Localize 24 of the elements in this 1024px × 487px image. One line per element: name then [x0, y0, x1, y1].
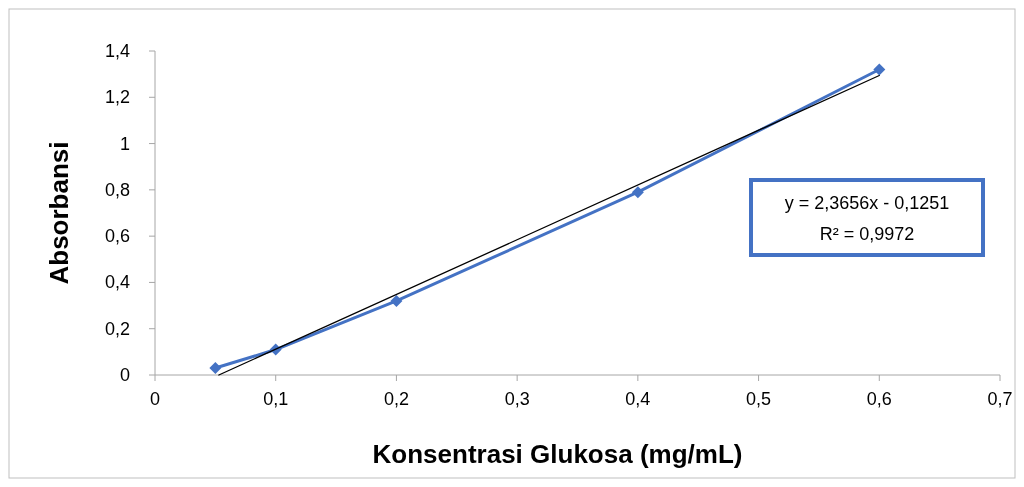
x-tick-label: 0,7: [987, 389, 1013, 409]
x-tick-label: 0,4: [625, 389, 651, 409]
y-axis-title: Absorbansi: [44, 141, 74, 285]
x-tick-label: 0,3: [504, 389, 530, 409]
y-tick-label: 1,2: [104, 87, 130, 108]
x-tick-label: 0,5: [746, 389, 772, 409]
annotation: y = 2,3656x - 0,1251: [784, 193, 950, 213]
x-tick-label: 0,6: [866, 389, 892, 409]
y-tick-label: 0: [119, 365, 130, 385]
y-tick-label: 0,8: [104, 179, 130, 200]
x-tick-label: 0,1: [263, 389, 289, 409]
y-tick-label: 0,4: [104, 272, 130, 293]
annotation: R² = 0,9972: [819, 224, 915, 244]
x-axis-title: Konsentrasi Glukosa (mg/mL): [372, 439, 743, 469]
y-tick-label: 1,4: [104, 41, 130, 61]
point: [631, 186, 644, 199]
point: [209, 362, 222, 375]
point: [873, 63, 886, 76]
point: [390, 294, 403, 307]
y-tick-label: 1: [119, 133, 130, 154]
y-tick-label: 0,2: [104, 318, 130, 339]
x-tick-label: 0,2: [383, 389, 409, 409]
y-tick-label: 0,6: [104, 226, 130, 247]
x-tick-label: 0: [149, 389, 161, 409]
